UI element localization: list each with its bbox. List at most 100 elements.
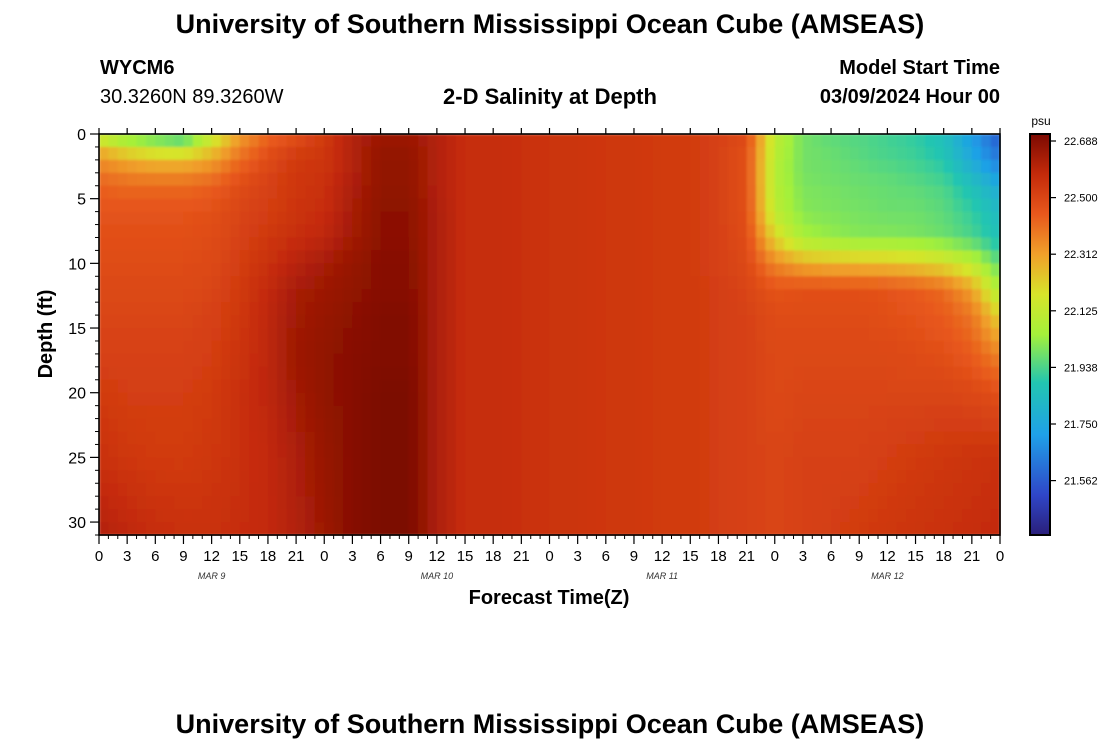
heatmap-cell	[164, 340, 175, 355]
heatmap-cell	[192, 340, 203, 355]
heatmap-cell	[549, 237, 560, 252]
heatmap-cell	[164, 211, 175, 226]
heatmap-cell	[558, 302, 569, 316]
heatmap-cell	[99, 328, 109, 342]
heatmap-cell	[202, 146, 213, 161]
heatmap-cell	[502, 353, 513, 368]
heatmap-cell	[333, 483, 344, 497]
heatmap-cell	[117, 353, 128, 368]
heatmap-cell	[286, 509, 297, 523]
heatmap-cell	[624, 379, 635, 394]
heatmap-cell	[924, 263, 935, 277]
heatmap-cell	[821, 276, 832, 290]
heatmap-cell	[502, 198, 513, 213]
heatmap-cell	[709, 483, 720, 497]
heatmap-cell	[427, 366, 438, 381]
heatmap-cell	[183, 522, 194, 536]
heatmap-cell	[549, 302, 560, 316]
heatmap-cell	[389, 250, 400, 264]
heatmap-cell	[671, 250, 682, 264]
heatmap-cell	[568, 392, 579, 407]
heatmap-cell	[859, 392, 870, 407]
heatmap-cell	[305, 211, 316, 226]
heatmap-cell	[840, 328, 851, 342]
heatmap-cell	[671, 237, 682, 252]
heatmap-cell	[343, 134, 354, 148]
heatmap-cell	[389, 392, 400, 407]
heatmap-cell	[352, 483, 363, 497]
heatmap-cell	[155, 146, 166, 161]
heatmap-cell	[211, 522, 222, 536]
heatmap-cell	[709, 496, 720, 510]
heatmap-cell	[108, 237, 119, 252]
heatmap-cell	[371, 379, 382, 394]
heatmap-cell	[558, 522, 569, 536]
heatmap-cell	[286, 198, 297, 213]
heatmap-cell	[849, 146, 860, 161]
heatmap-cell	[399, 522, 410, 536]
heatmap-cell	[258, 211, 269, 226]
heatmap-cell	[483, 134, 494, 148]
heatmap-cell	[934, 263, 945, 277]
heatmap-cell	[183, 496, 194, 510]
heatmap-cell	[840, 211, 851, 226]
heatmap-cell	[643, 224, 654, 239]
heatmap-cell	[699, 483, 710, 497]
heatmap-cell	[924, 315, 935, 329]
heatmap-cell	[202, 431, 213, 446]
heatmap-cell	[202, 159, 213, 174]
heatmap-cell	[183, 172, 194, 187]
heatmap-cell	[784, 509, 795, 523]
heatmap-cell	[727, 159, 738, 174]
heatmap-cell	[333, 431, 344, 446]
heatmap-cell	[399, 379, 410, 394]
heatmap-cell	[587, 405, 598, 420]
heatmap-cell	[324, 211, 335, 226]
heatmap-cell	[587, 198, 598, 213]
heatmap-cell	[568, 328, 579, 342]
heatmap-cell	[324, 418, 335, 433]
heatmap-cell	[502, 224, 513, 239]
heatmap-cell	[802, 263, 813, 277]
heatmap-cell	[277, 302, 288, 316]
heatmap-cell	[709, 315, 720, 329]
heatmap-cell	[934, 340, 945, 355]
heatmap-cell	[831, 431, 842, 446]
heatmap-cell	[765, 224, 776, 239]
heatmap-cell	[596, 340, 607, 355]
heatmap-cell	[117, 340, 128, 355]
heatmap-cell	[361, 276, 372, 290]
heatmap-cell	[145, 250, 156, 264]
heatmap-cell	[380, 405, 391, 420]
heatmap-cell	[699, 470, 710, 484]
heatmap-cell	[587, 522, 598, 536]
heatmap-cell	[812, 159, 823, 174]
heatmap-cell	[249, 224, 260, 239]
heatmap-cell	[699, 509, 710, 523]
heatmap-cell	[258, 134, 269, 148]
heatmap-cell	[174, 379, 185, 394]
heatmap-cell	[361, 263, 372, 277]
heatmap-cell	[511, 250, 522, 264]
heatmap-cell	[352, 392, 363, 407]
heatmap-cell	[671, 431, 682, 446]
heatmap-cell	[99, 159, 109, 174]
heatmap-cell	[202, 237, 213, 252]
heatmap-cell	[643, 483, 654, 497]
heatmap-cell	[155, 340, 166, 355]
heatmap-cell	[624, 483, 635, 497]
heatmap-cell	[239, 250, 250, 264]
heatmap-cell	[108, 483, 119, 497]
heatmap-cell	[558, 315, 569, 329]
heatmap-cell	[155, 198, 166, 213]
heatmap-cell	[474, 483, 485, 497]
heatmap-cell	[136, 340, 147, 355]
heatmap-cell	[859, 302, 870, 316]
heatmap-cell	[915, 315, 926, 329]
heatmap-cell	[455, 237, 466, 252]
heatmap-cell	[587, 250, 598, 264]
heatmap-cell	[680, 431, 691, 446]
model-start-label: Model Start Time	[839, 57, 1000, 79]
heatmap-cell	[361, 198, 372, 213]
heatmap-cell	[755, 340, 766, 355]
